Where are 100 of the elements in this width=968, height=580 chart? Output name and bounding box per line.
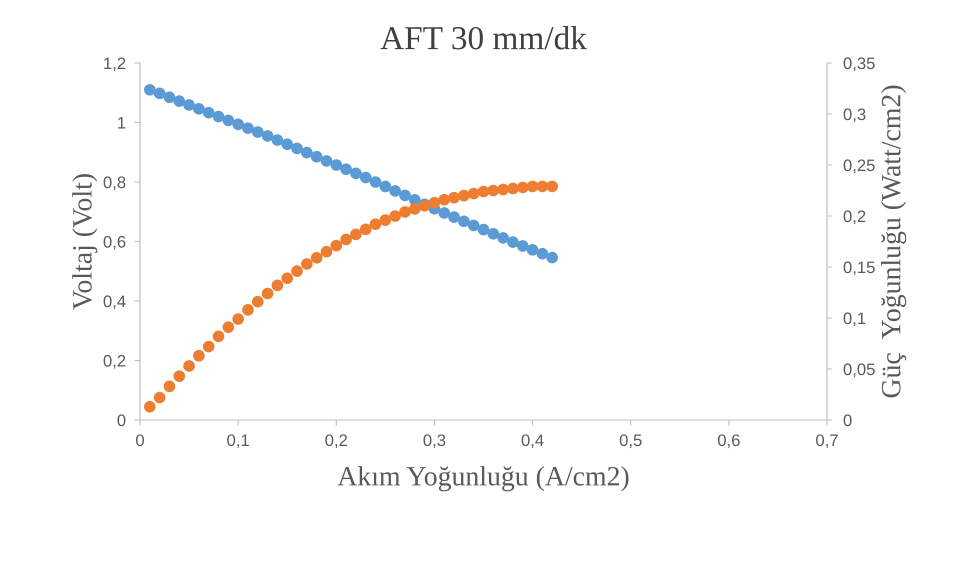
point <box>507 236 519 248</box>
x-tick-label: 0,6 <box>718 434 740 448</box>
point <box>154 88 166 100</box>
y2-tick-label: 0 <box>844 414 852 426</box>
point <box>272 134 284 146</box>
point <box>536 180 548 192</box>
point <box>488 184 500 196</box>
y-tick-label: 1,2 <box>104 57 126 72</box>
x-axis-title: Akım Yoğunluğu (A/cm2) <box>338 466 629 492</box>
y-tick-label: 0,4 <box>104 295 126 310</box>
point <box>380 214 392 226</box>
point <box>212 110 224 122</box>
point <box>428 196 440 209</box>
point <box>360 172 372 184</box>
x-tick-label: 0 <box>136 434 144 446</box>
point <box>546 252 558 264</box>
y2-axis-title: Güç Yoğunluğu (Watt/cm2) <box>880 86 906 398</box>
x-tick-label: 0,5 <box>620 434 642 448</box>
point <box>164 91 176 104</box>
point <box>202 106 215 118</box>
point <box>546 180 558 192</box>
point <box>408 203 421 215</box>
point <box>281 138 294 150</box>
x-tick-label: 0,3 <box>423 434 446 448</box>
y-tick-label: 1 <box>118 117 126 129</box>
point <box>281 272 294 284</box>
point <box>262 288 274 300</box>
point <box>310 252 322 264</box>
point <box>232 313 244 325</box>
point <box>360 223 372 236</box>
point <box>183 360 195 372</box>
point <box>370 176 382 188</box>
x-tick-label: 0,1 <box>227 434 249 448</box>
point <box>438 194 450 206</box>
y-tick-label: 0 <box>117 414 126 426</box>
point <box>438 207 450 219</box>
point <box>497 232 509 244</box>
point <box>222 321 234 333</box>
point <box>536 248 548 260</box>
y-tick-label: 0,8 <box>104 176 126 190</box>
y2-tick-label: 0,35 <box>844 57 875 72</box>
point <box>193 350 205 362</box>
x-tick-label: 0,4 <box>522 434 544 448</box>
point <box>448 211 460 223</box>
point <box>516 240 529 252</box>
point <box>330 240 342 252</box>
y2-tick-label: 0,3 <box>844 108 866 122</box>
point <box>458 190 470 202</box>
point <box>468 188 480 200</box>
point <box>173 95 186 107</box>
point <box>212 330 224 342</box>
x-tick-label: 0,2 <box>325 434 348 448</box>
y2-tick-label: 0,1 <box>844 312 866 326</box>
point <box>202 340 215 352</box>
point <box>330 159 342 171</box>
point <box>252 296 264 308</box>
y-axis-title: Voltaj (Volt) <box>72 174 98 310</box>
point <box>497 184 509 196</box>
point <box>252 126 264 138</box>
point <box>291 265 303 277</box>
point <box>144 400 156 413</box>
point <box>272 280 284 292</box>
point <box>526 180 538 192</box>
point <box>488 228 500 240</box>
point <box>242 304 254 316</box>
y-tick-label: 0,2 <box>104 354 126 369</box>
point <box>320 155 332 167</box>
point <box>448 192 460 204</box>
point <box>310 150 322 163</box>
x-tick-label: 0,7 <box>816 434 838 448</box>
point <box>183 99 195 111</box>
y2-tick-label: 0,2 <box>844 210 866 224</box>
point <box>526 244 538 256</box>
point <box>164 380 176 392</box>
point <box>242 122 254 134</box>
point <box>399 206 411 218</box>
point <box>222 114 234 126</box>
y-tick-label: 0,6 <box>104 236 126 250</box>
point <box>380 180 392 192</box>
point <box>340 234 352 246</box>
point <box>350 228 362 240</box>
point <box>193 103 205 115</box>
point <box>389 185 401 197</box>
point <box>262 130 274 142</box>
point <box>478 224 490 236</box>
point <box>320 246 332 258</box>
y2-tick-label: 0,05 <box>844 363 875 378</box>
point <box>478 186 490 198</box>
point <box>350 168 362 180</box>
point <box>232 118 244 130</box>
point <box>301 146 313 158</box>
point <box>370 218 382 230</box>
point <box>340 163 352 176</box>
point <box>301 258 313 270</box>
point <box>458 215 470 228</box>
point <box>468 220 480 232</box>
y2-tick-label: 0,15 <box>844 261 875 276</box>
point <box>516 182 529 194</box>
point <box>507 182 519 194</box>
point <box>154 392 166 404</box>
